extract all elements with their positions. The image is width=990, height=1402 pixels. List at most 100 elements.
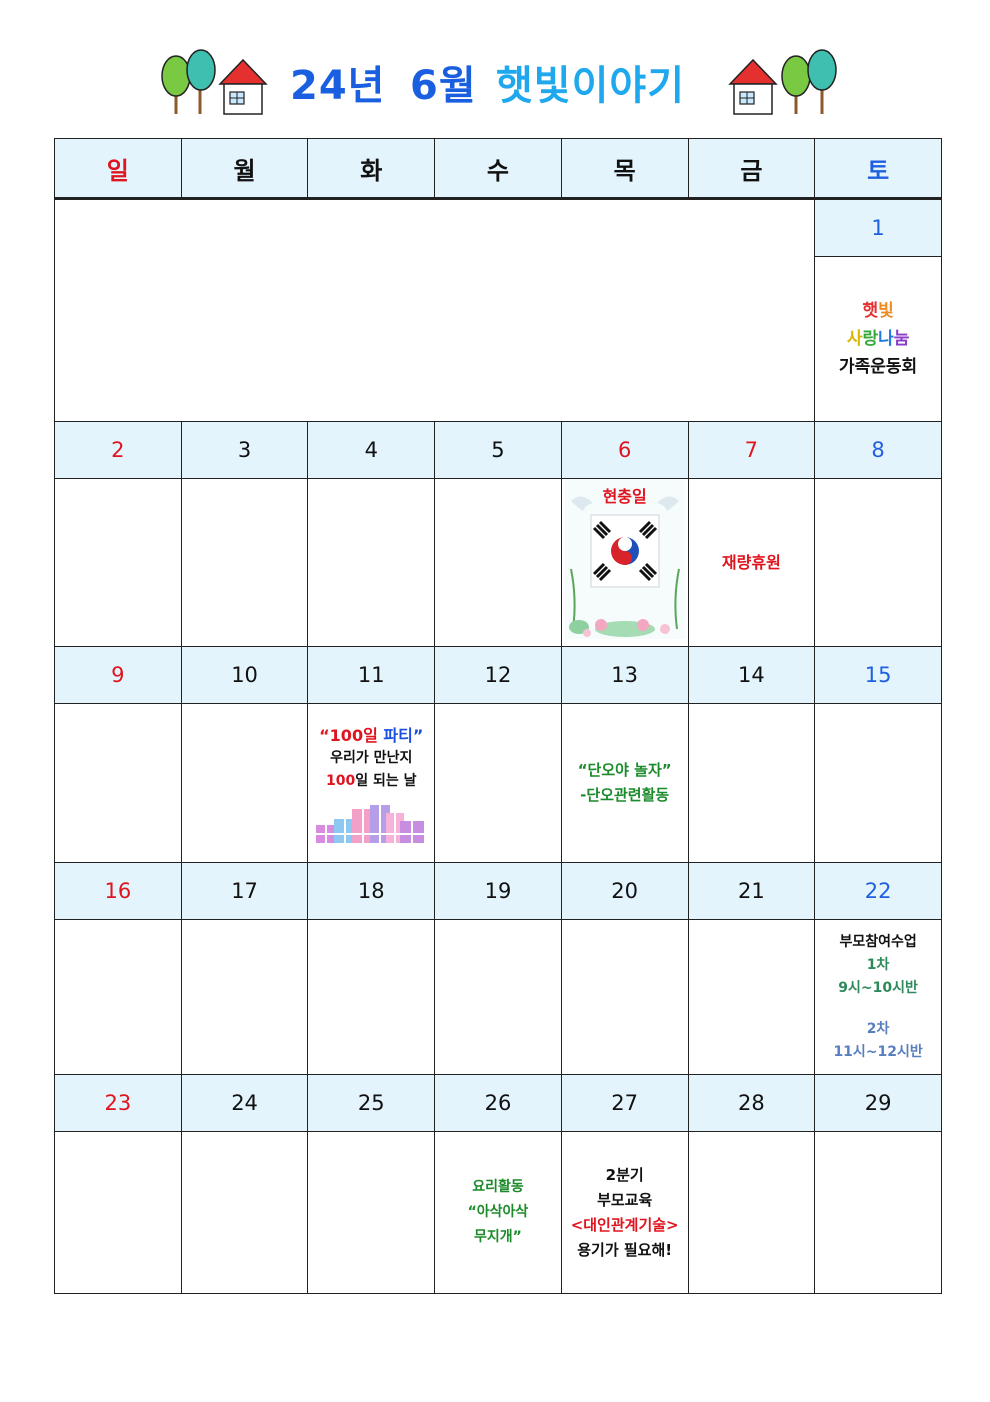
day-content [687,1131,816,1294]
date-cell: 3 [180,421,309,479]
day-content [434,478,562,647]
title-name: 햇빛이야기 [496,63,685,109]
day-content [814,1131,942,1294]
date-cell: 16 [54,862,182,920]
event-jun7-label: 재량휴원 [721,552,781,572]
content-row: 햇빛 사랑나눔 가족운동회 [55,256,942,422]
day-content [180,478,309,647]
date-cell: 27 [560,1074,689,1132]
day-content [434,703,562,863]
day-content: 현충일 [560,478,689,647]
event-jun22-line3: 9시~10시반 [838,979,918,996]
event-jun27-line1: 2분기 [605,1165,644,1184]
day-content [180,1131,309,1294]
date-cell: 6 [560,421,689,479]
title-month: 6월 [410,63,477,109]
date-cell: 22 [814,862,942,920]
gift-boxes-icon [316,805,425,843]
house-tree-icon [728,49,837,115]
weekday-fri: 금 [687,138,816,200]
event-jun6-label: 현충일 [602,487,647,506]
day-content [814,478,942,647]
event-jun11-number: 100 [326,773,356,789]
day-content [687,919,816,1075]
day-content [54,703,182,863]
date-cell: 2 [54,421,182,479]
date-cell: 13 [560,646,689,704]
date-cell: 15 [814,646,942,704]
date-row: 16 17 18 19 20 21 22 [54,862,942,920]
event-jun27-line3: <대인관계기술> [570,1215,679,1234]
empty-days [53,198,816,422]
day-content: “100일 파티” 우리가 만난지 100일 되는 날 [307,703,436,863]
date-cell: 8 [814,421,942,479]
weekday-sun: 일 [54,138,182,200]
date-cell: 18 [307,862,436,920]
calendar-title: 24년 6월 햇빛이야기 [0,40,990,120]
content-row: 부모참여수업 1차 9시~10시반 2차 11시~12시반 [54,919,942,1075]
weekday-thu: 목 [560,138,689,200]
date-cell: 12 [434,646,562,704]
calendar-grid: 일 월 화 수 목 금 토 1 햇빛 사랑나눔 가족운동회 2 3 4 5 [53,138,942,1294]
day-content: 2분기 부모교육 <대인관계기술> 용기가 필요해! [560,1131,689,1294]
content-row: 현충일 재량휴원 [54,478,942,647]
date-cell: 25 [307,1074,436,1132]
date-cell: 11 [307,646,436,704]
event-jun11-title-b: 파티” [383,726,424,745]
date-cell: 17 [180,862,309,920]
day-content [180,919,309,1075]
date-cell: 21 [687,862,816,920]
day-content [54,478,182,647]
event-jun27-line2: 부모교육 [597,1190,653,1209]
day-content: 부모참여수업 1차 9시~10시반 2차 11시~12시반 [814,919,942,1075]
date-row: 9 10 11 12 13 14 15 [54,646,942,704]
date-cell: 14 [687,646,816,704]
event-jun27-line4: 용기가 필요해! [577,1240,673,1259]
memorial-day-card: 현충일 [564,479,685,639]
date-row: 2 3 4 5 6 7 8 [54,421,942,479]
event-jun13-line2: -단오관련활동 [580,786,670,804]
date-cell: 7 [687,421,816,479]
day-content [54,919,182,1075]
event-jun11-line3: 일 되는 날 [355,773,417,789]
event-jun26-line1: 요리활동 [472,1179,524,1195]
day-content: “단오야 놀자” -단오관련활동 [560,703,689,863]
content-row: 요리활동 “아삭아삭 무지개” 2분기 부모교육 <대인관계기술> 용기가 필요… [54,1131,942,1294]
content-row: “100일 파티” 우리가 만난지 100일 되는 날 [54,703,942,863]
date-row: 23 24 25 26 27 28 29 [54,1074,942,1132]
day-content [54,1131,182,1294]
title-year: 24년 [290,63,386,109]
day-content: 재량휴원 [687,478,816,647]
event-jun11-title-a: “100일 [319,726,378,745]
event-jun26-line3: 무지개” [474,1229,522,1245]
date-cell: 23 [54,1074,182,1132]
event-jun22-line4: 2차 [866,1020,890,1037]
weekday-sat: 토 [814,138,942,200]
weekday-mon: 월 [180,138,309,200]
weekday-wed: 수 [434,138,562,200]
event-jun1-line2: 사랑나눔 [846,329,910,349]
date-cell: 29 [814,1074,942,1132]
date-cell: 4 [307,421,436,479]
date-cell: 28 [687,1074,816,1132]
date-row: 1 [53,198,942,422]
date-cell: 20 [560,862,689,920]
date-cell: 10 [180,646,309,704]
korean-flag-icon [564,479,685,639]
day-content: 햇빛 사랑나눔 가족운동회 [814,256,942,422]
day-content [307,1131,436,1294]
event-jun22-line2: 1차 [866,956,890,973]
day-content [307,919,436,1075]
date-cell: 9 [54,646,182,704]
day-content [180,703,309,863]
day-content [814,703,942,863]
day-content [687,703,816,863]
day-content: 요리활동 “아삭아삭 무지개” [434,1131,562,1294]
day-content [560,919,689,1075]
weekday-tue: 화 [307,138,436,200]
event-jun26-line2: “아삭아삭 [467,1204,529,1220]
event-jun13-line1: “단오야 놀자” [577,761,672,779]
day-content [307,478,436,647]
weekday-header: 일 월 화 수 목 금 토 [54,138,942,200]
date-cell: 1 [814,198,942,257]
